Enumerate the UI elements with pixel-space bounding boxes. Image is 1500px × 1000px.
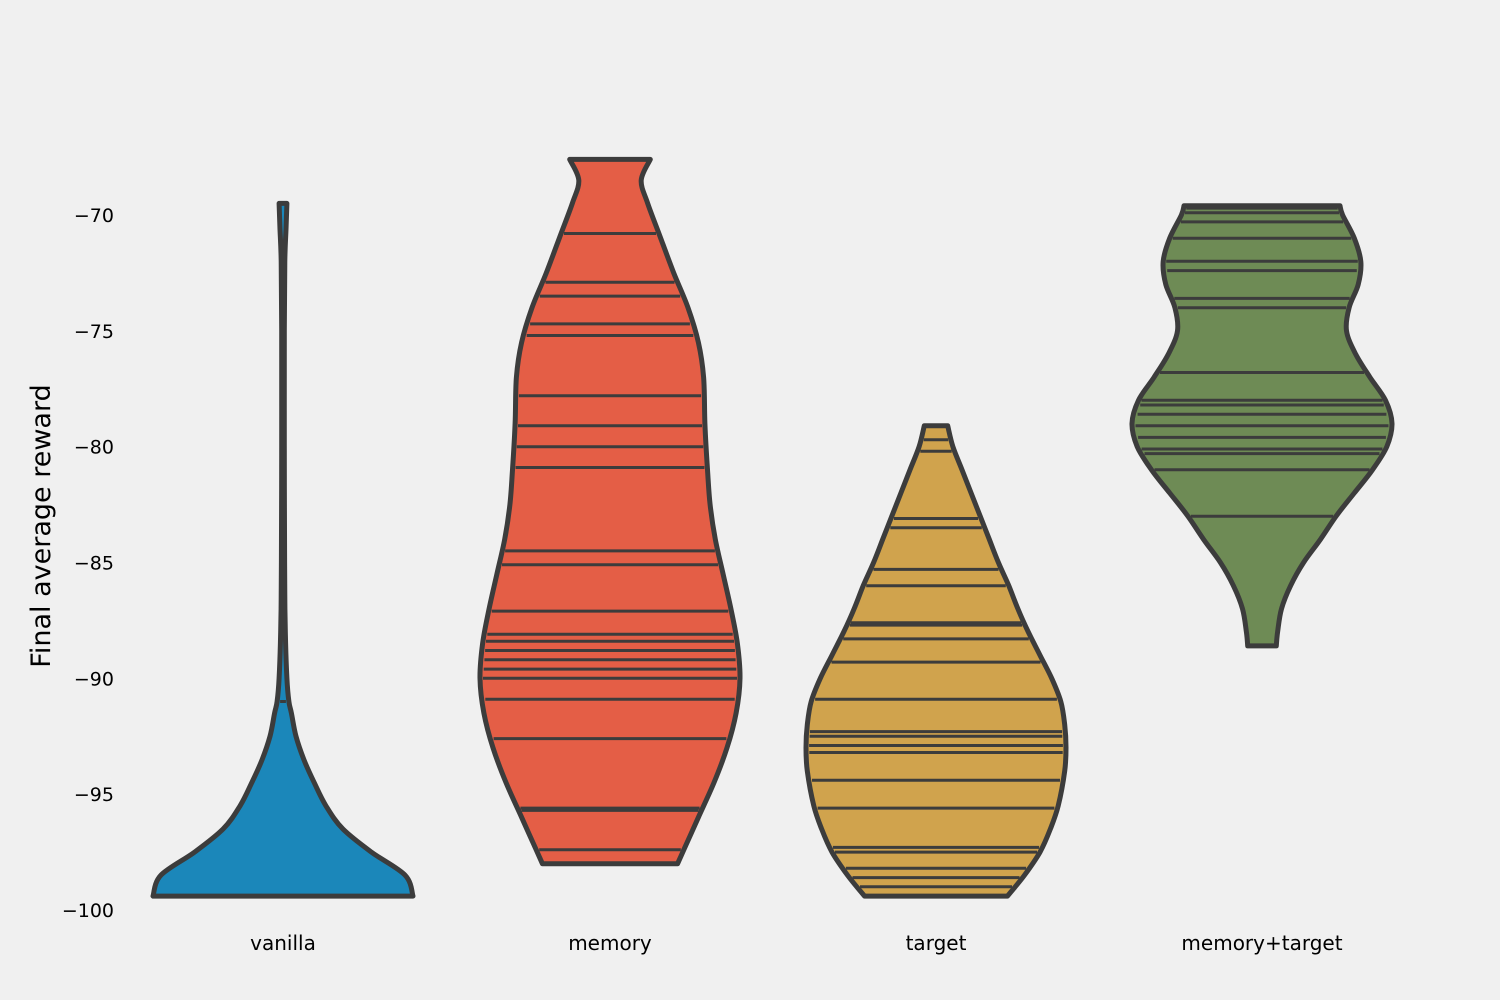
violin-memory-target xyxy=(1129,203,1395,649)
violin-body xyxy=(150,200,416,899)
y-tick-label: −70 xyxy=(74,205,114,227)
violins xyxy=(150,156,1395,899)
category-label: memory xyxy=(568,931,652,955)
y-axis-title: Final average reward xyxy=(26,384,57,667)
violin-target xyxy=(803,423,1069,899)
category-label: target xyxy=(906,931,967,955)
y-tick-label: −75 xyxy=(74,321,114,343)
x-axis-categories: vanilla memory target memory+target xyxy=(250,931,1343,955)
violin-memory xyxy=(477,156,743,867)
category-label: memory+target xyxy=(1181,931,1342,955)
y-axis-ticks: −70 −75 −80 −85 −90 −95 −100 xyxy=(62,205,114,922)
y-tick-label: −85 xyxy=(74,553,114,575)
y-tick-label: −90 xyxy=(74,668,114,690)
y-tick-label: −100 xyxy=(62,900,114,922)
violin-body xyxy=(477,156,743,867)
y-tick-label: −95 xyxy=(74,784,114,806)
y-tick-label: −80 xyxy=(74,437,114,459)
category-label: vanilla xyxy=(250,931,316,955)
violin-vanilla xyxy=(150,200,416,899)
